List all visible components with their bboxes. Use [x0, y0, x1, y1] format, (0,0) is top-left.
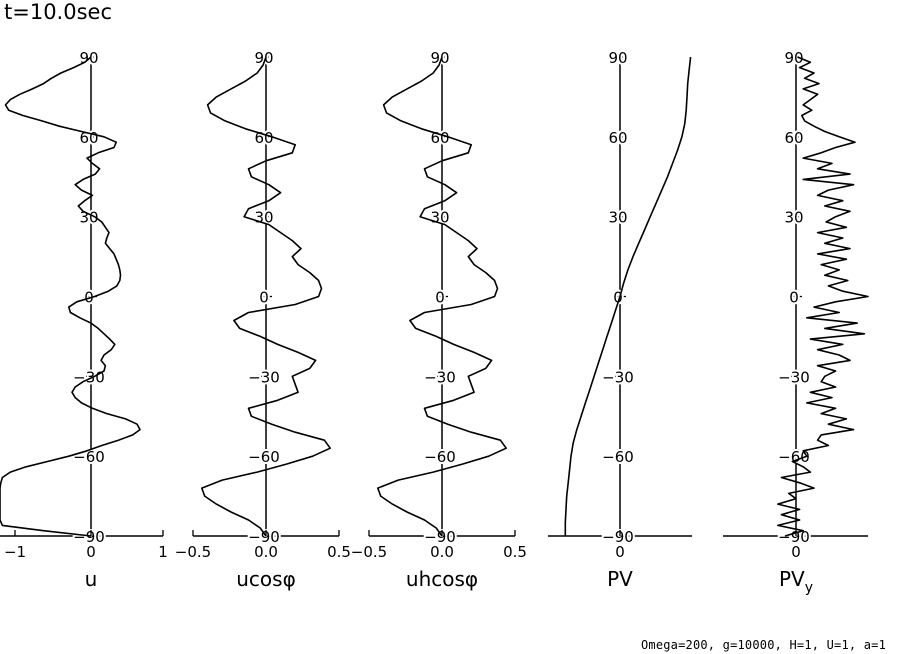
y-tick-label: 30: [254, 209, 273, 227]
x-tick-label: 0.0: [254, 543, 278, 561]
y-tick-label: 60: [784, 129, 803, 147]
x-axis-label: PV: [607, 567, 633, 591]
series-line: [564, 56, 692, 536]
y-tick-label: 90: [430, 49, 449, 67]
x-axis-label-subscript: y: [805, 580, 813, 596]
x-tick-label: 0.5: [327, 543, 351, 561]
y-tick-label: −60: [602, 448, 634, 466]
y-tick-label: −30: [248, 368, 280, 386]
y-tick-label: −30: [424, 368, 456, 386]
x-tick-label: 0: [615, 543, 625, 561]
y-tick-label: 0: [435, 289, 445, 307]
y-tick-label: 60: [254, 129, 273, 147]
y-tick-label: 30: [430, 209, 449, 227]
y-tick-label: −90: [602, 528, 634, 546]
x-tick-label: 0: [86, 543, 96, 561]
y-tick-label: −90: [424, 528, 456, 546]
y-tick-label: −30: [602, 368, 634, 386]
y-tick-label: 90: [608, 49, 627, 67]
parameters-label: Omega=200, g=10000, H=1, U=1, a=1: [640, 638, 886, 652]
y-tick-label: −30: [778, 368, 810, 386]
x-axis-label: u: [85, 567, 98, 591]
y-tick-label: 0: [259, 289, 269, 307]
y-tick-label: −60: [424, 448, 456, 466]
y-tick-label: 30: [608, 209, 627, 227]
x-tick-label: 1: [158, 543, 168, 561]
y-tick-label: 60: [608, 129, 627, 147]
x-axis-label: uhcosφ: [406, 567, 478, 591]
y-tick-label: −30: [73, 368, 105, 386]
y-tick-label: −90: [73, 528, 105, 546]
time-label: t=10.0sec: [4, 0, 112, 24]
x-tick-label: −0.5: [351, 543, 387, 561]
series-line: [377, 56, 507, 537]
x-tick-label: 0: [791, 543, 801, 561]
y-tick-label: 90: [784, 49, 803, 67]
x-tick-label: 0.0: [430, 543, 454, 561]
y-tick-label: 90: [254, 49, 273, 67]
y-tick-label: 0: [789, 289, 799, 307]
x-tick-label: 0.5: [503, 543, 527, 561]
x-axis-label: PVy: [779, 567, 813, 596]
y-tick-label: 60: [430, 129, 449, 147]
series-line: [201, 56, 331, 537]
x-axis-label: ucosφ: [236, 567, 296, 591]
y-tick-label: 30: [784, 209, 803, 227]
y-tick-label: −90: [248, 528, 280, 546]
y-tick-label: −60: [248, 448, 280, 466]
x-tick-label: −1: [4, 543, 26, 561]
x-tick-label: −0.5: [175, 543, 211, 561]
series-line: [777, 56, 869, 537]
series-line: [0, 56, 141, 537]
